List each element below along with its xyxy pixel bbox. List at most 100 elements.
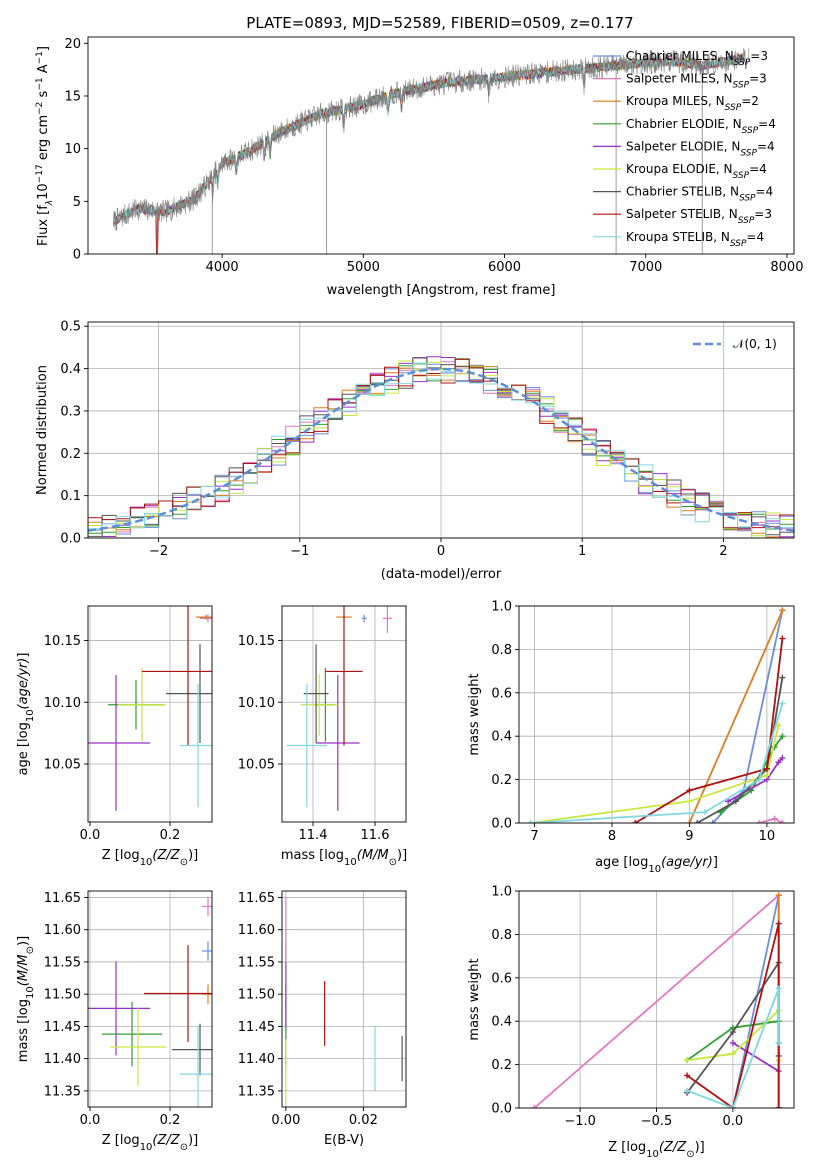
label-part: )] xyxy=(397,848,407,863)
x-tick-label: 0 xyxy=(437,544,445,559)
weight-marker xyxy=(684,1057,691,1064)
x-tick-label: −1 xyxy=(290,544,309,559)
label-part: ⊙ xyxy=(389,857,397,868)
label-part: ⊙ xyxy=(180,1142,188,1153)
label-part: erg cm xyxy=(36,115,51,164)
label-part: ⊙ xyxy=(686,1149,694,1160)
label-part: λ xyxy=(45,200,55,206)
x-tick-label: 10 xyxy=(759,829,776,844)
y-tick-label: 0.3 xyxy=(60,404,81,419)
weight-marker xyxy=(756,820,763,823)
y-tick-label: 5 xyxy=(73,195,81,210)
y-axis-label: Flux [fλ10−17 erg cm−2 s−1 A−1] xyxy=(35,46,55,246)
legend-sub: SSP xyxy=(725,103,742,113)
axes-frame xyxy=(87,36,795,255)
normal-distribution-curve xyxy=(88,367,794,532)
y-tick-label: 10.10 xyxy=(44,696,81,711)
y-tick-label: 11.60 xyxy=(238,923,275,938)
label-part: (age/yr) xyxy=(16,658,31,710)
legend-val: =4 xyxy=(746,230,764,244)
y-tick-label: 0.8 xyxy=(491,928,512,943)
error-bars xyxy=(88,896,212,1107)
x-tick-label: 1 xyxy=(578,544,586,559)
label-part: ] xyxy=(713,855,718,870)
y-tick-label: 10 xyxy=(64,142,81,157)
label-part: (M/M xyxy=(357,848,389,863)
legend-label: Chabrier ELODIE, NSSP=4 xyxy=(626,117,776,136)
x-axis-label: age [log10(age/yr)] xyxy=(595,855,718,875)
weight-lines xyxy=(527,607,786,823)
legend-val: =4 xyxy=(756,185,774,199)
label-part: ⊙ xyxy=(25,946,36,954)
label-part: )] xyxy=(695,1140,705,1155)
legend-val: =4 xyxy=(758,117,776,131)
label-part: 10 xyxy=(140,857,153,868)
label-part: age [log xyxy=(595,855,648,870)
y-tick-label: 0.4 xyxy=(60,362,81,377)
axes-frame xyxy=(281,890,407,1108)
label-part: (Z/Z xyxy=(659,1140,687,1155)
y-tick-label: 11.35 xyxy=(238,1084,275,1099)
legend-val: =3 xyxy=(750,49,768,63)
label-part: −17 xyxy=(35,164,45,183)
label-part: 10 xyxy=(344,857,357,868)
x-axis-label: wavelength [Angstrom, rest frame] xyxy=(327,283,556,298)
x-tick-label: 8000 xyxy=(770,260,803,275)
legend-text: Salpeter MILES, N xyxy=(626,72,733,86)
legend-sub: SSP xyxy=(740,148,757,158)
residual-histogram xyxy=(88,362,794,538)
label-part: (Z/Z xyxy=(152,848,180,863)
x-tick-label: 7000 xyxy=(629,260,662,275)
weight-marker xyxy=(729,1050,736,1057)
legend-sub: SSP xyxy=(739,194,756,204)
y-tick-label: 0.6 xyxy=(491,686,512,701)
x-axis-label: Z [log10(Z/Z⊙)] xyxy=(102,848,198,868)
label-part: ⊙ xyxy=(180,857,188,868)
weight-marker xyxy=(775,920,782,927)
weight-marker xyxy=(686,787,693,794)
weight-series-line xyxy=(727,757,784,803)
x-tick-label: 11.4 xyxy=(299,828,328,843)
legend-text: Chabrier STELIB, N xyxy=(626,185,739,199)
label-part: (age/yr) xyxy=(661,855,713,870)
x-tick-label: 6000 xyxy=(488,260,521,275)
y-axis-label: mass [log10(M/M⊙)] xyxy=(16,936,36,1062)
weight-marker xyxy=(527,820,534,823)
label-part: (Z/Z xyxy=(152,1133,180,1148)
x-axis-label: Z [log10(Z/Z⊙)] xyxy=(608,1140,704,1160)
legend-text: Salpeter ELODIE, N xyxy=(626,139,740,153)
weight-marker xyxy=(756,776,763,783)
weight-vs-metallicity-panel: −1.0 −0.5 0.0 0.0 0.2 0.4 0.6 0.8 1.0 Z [log10(Z/… xyxy=(467,885,795,1160)
x-tick-label: 0.00 xyxy=(271,1113,300,1128)
y-tick-label: 11.40 xyxy=(238,1052,275,1067)
weight-marker xyxy=(775,985,782,992)
x-tick-label: 2 xyxy=(719,544,727,559)
x-tick-label: 5000 xyxy=(347,260,380,275)
weight-marker xyxy=(779,607,786,614)
label-part: 10 xyxy=(648,864,661,875)
error-bars xyxy=(286,606,393,811)
histograms xyxy=(88,356,794,538)
label-part: −1 xyxy=(35,77,45,90)
weight-marker xyxy=(779,700,786,707)
legend-text: Salpeter STELIB, N xyxy=(626,207,738,221)
label-part: Z [log xyxy=(608,1140,646,1155)
x-tick-label: −0.5 xyxy=(641,1114,673,1129)
weight-series-line xyxy=(686,988,780,1108)
weight-marker xyxy=(632,820,639,823)
label-part: A xyxy=(36,64,51,77)
y-tick-label: 10.05 xyxy=(44,757,81,772)
legend-label: Chabrier STELIB, NSSP=4 xyxy=(626,185,773,204)
label-part: )] xyxy=(188,1133,198,1148)
y-tick-label: 0.0 xyxy=(491,1102,512,1117)
weight-marker xyxy=(531,1105,538,1108)
legend-text: Chabrier MILES, N xyxy=(626,49,734,63)
weight-lines xyxy=(531,892,782,1108)
label-part: )] xyxy=(16,936,31,946)
weight-series-line xyxy=(634,638,784,823)
y-axis-label: Normed distribution xyxy=(35,365,50,495)
y-tick-label: 11.35 xyxy=(44,1084,81,1099)
y-tick-label: 11.50 xyxy=(44,988,81,1003)
label-part: 10 xyxy=(140,1142,153,1153)
